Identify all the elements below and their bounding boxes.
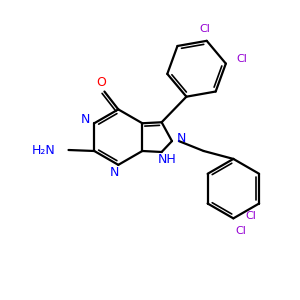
Text: N: N: [110, 166, 119, 179]
Text: Cl: Cl: [246, 212, 256, 221]
Text: N: N: [81, 113, 90, 126]
Text: NH: NH: [158, 153, 177, 167]
Text: N: N: [177, 132, 187, 145]
Text: Cl: Cl: [236, 54, 247, 64]
Text: Cl: Cl: [199, 24, 210, 34]
Text: Cl: Cl: [236, 226, 247, 236]
Text: H₂N: H₂N: [32, 143, 56, 157]
Text: O: O: [97, 76, 106, 89]
